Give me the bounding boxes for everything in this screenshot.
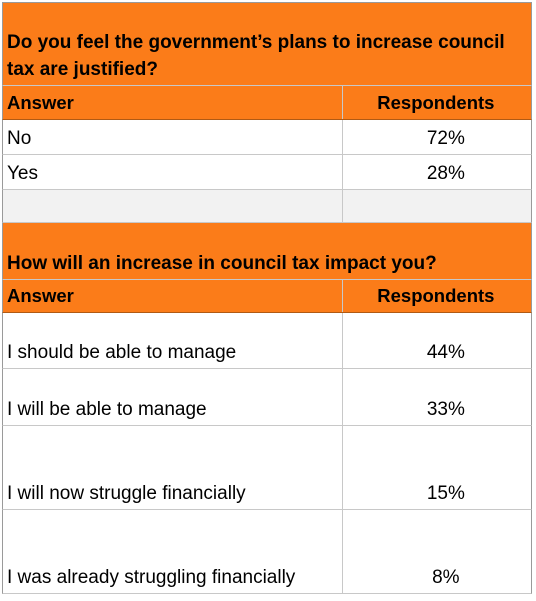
- table-row: I will now struggle financially 15%: [2, 426, 532, 510]
- respondents-cell: 15%: [426, 483, 465, 504]
- respondents-column-header: Respondents: [377, 285, 495, 306]
- spacer-cell: [3, 190, 343, 222]
- respondents-column-header: Respondents: [377, 91, 495, 113]
- table-row: I will be able to manage 33%: [2, 369, 532, 426]
- table-row: I should be able to manage 44%: [2, 313, 532, 369]
- table-1-header: Answer Respondents: [2, 86, 532, 120]
- respondents-cell: 72%: [426, 128, 465, 149]
- question-2-title: How will an increase in council tax impa…: [7, 253, 437, 274]
- table-row: I was already struggling financially 8%: [2, 510, 532, 594]
- answer-column-header: Answer: [3, 280, 343, 312]
- respondents-cell: 44%: [426, 342, 465, 363]
- respondents-cell: 28%: [426, 163, 465, 184]
- question-2-row: How will an increase in council tax impa…: [2, 223, 532, 280]
- answer-column-header: Answer: [3, 86, 343, 119]
- question-1-title: Do you feel the government’s plans to in…: [7, 32, 505, 80]
- table-2-header: Answer Respondents: [2, 280, 532, 313]
- answer-cell: Yes: [3, 155, 343, 189]
- answer-cell: I should be able to manage: [3, 313, 343, 368]
- answer-cell: I was already struggling financially: [3, 510, 343, 593]
- table-row: No 72%: [2, 120, 532, 155]
- survey-results-sheet: Do you feel the government’s plans to in…: [2, 2, 532, 594]
- answer-cell: I will be able to manage: [3, 369, 343, 425]
- spacer-row: [2, 190, 532, 223]
- spacer-cell: [342, 190, 531, 222]
- table-row: Yes 28%: [2, 155, 532, 190]
- answer-cell: I will now struggle financially: [3, 426, 343, 509]
- respondents-cell: 8%: [432, 567, 460, 588]
- answer-cell: No: [3, 120, 343, 154]
- respondents-cell: 33%: [426, 399, 465, 420]
- question-1-row: Do you feel the government’s plans to in…: [2, 2, 532, 86]
